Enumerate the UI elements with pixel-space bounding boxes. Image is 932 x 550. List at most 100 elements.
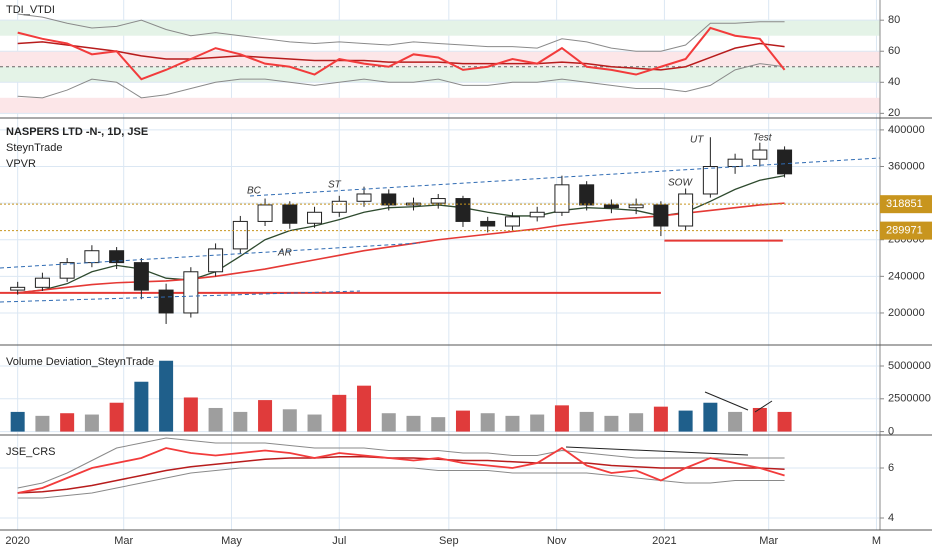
bar bbox=[431, 417, 446, 432]
bar bbox=[653, 406, 668, 432]
bar bbox=[307, 414, 322, 432]
y-tick-label: 60 bbox=[888, 45, 900, 57]
annotation: ST bbox=[328, 180, 342, 191]
pane-title: TDI_VTDI bbox=[6, 4, 55, 16]
y-tick-label: 360000 bbox=[888, 160, 925, 172]
candle-body bbox=[307, 211, 323, 224]
candle-body bbox=[529, 211, 545, 218]
x-tick-label: Sep bbox=[439, 535, 459, 547]
bar bbox=[233, 411, 248, 432]
channel-line bbox=[249, 157, 881, 197]
annotation: AR bbox=[277, 248, 292, 259]
candle-body bbox=[183, 271, 199, 314]
line-series bbox=[17, 437, 785, 489]
bar bbox=[728, 411, 743, 432]
bar bbox=[332, 394, 347, 432]
annotation: UT bbox=[690, 135, 704, 146]
annotation: SOW bbox=[668, 178, 693, 189]
candle-body bbox=[702, 166, 718, 195]
candle-body bbox=[504, 216, 520, 227]
candle-body bbox=[554, 184, 570, 213]
bar bbox=[406, 415, 421, 432]
x-tick-label: Jul bbox=[332, 535, 346, 547]
bar bbox=[60, 413, 75, 432]
bar bbox=[579, 411, 594, 432]
x-tick-label: Mar bbox=[114, 535, 133, 547]
candle-body bbox=[232, 220, 248, 250]
candle-body bbox=[10, 286, 26, 291]
line-series bbox=[17, 446, 785, 494]
bar bbox=[10, 411, 25, 432]
chart-title: NASPERS LTD -N-, 1D, JSE bbox=[6, 126, 148, 138]
line-series bbox=[17, 456, 785, 494]
candle-body bbox=[603, 204, 619, 209]
channel-line bbox=[0, 242, 421, 269]
price-tag-label: 318851 bbox=[886, 198, 923, 210]
bar bbox=[554, 405, 569, 432]
candle-body bbox=[84, 250, 100, 264]
pane-title: JSE_CRS bbox=[6, 446, 56, 458]
candle-body bbox=[727, 158, 743, 168]
bar bbox=[530, 414, 545, 432]
y-tick-label: 4 bbox=[888, 512, 894, 524]
bar bbox=[480, 413, 495, 432]
y-tick-label: 200000 bbox=[888, 307, 925, 319]
layer bbox=[0, 13, 880, 499]
band bbox=[0, 97, 880, 114]
bar bbox=[604, 415, 619, 432]
band bbox=[0, 66, 880, 83]
price-tag bbox=[880, 195, 932, 214]
indicator-name: VPVR bbox=[6, 158, 36, 170]
candle-body bbox=[653, 204, 669, 227]
candle-body bbox=[678, 193, 694, 227]
bar bbox=[455, 410, 470, 432]
bar bbox=[282, 409, 297, 432]
candle-body bbox=[455, 198, 471, 222]
arrow bbox=[565, 446, 749, 456]
arrow bbox=[704, 391, 749, 411]
band bbox=[0, 20, 880, 36]
candle-body bbox=[158, 289, 174, 314]
line-series bbox=[17, 13, 785, 52]
bar bbox=[777, 411, 792, 432]
bar bbox=[357, 385, 372, 432]
y-tick-label: 40 bbox=[888, 76, 900, 88]
candle-body bbox=[356, 193, 372, 202]
candle-body bbox=[282, 204, 298, 224]
bar bbox=[109, 402, 124, 432]
bar bbox=[505, 415, 520, 432]
bar bbox=[84, 414, 99, 432]
bar bbox=[208, 407, 223, 432]
candle-body bbox=[59, 262, 75, 279]
y-tick-label: 2500000 bbox=[888, 393, 931, 405]
candle-body bbox=[381, 193, 397, 206]
y-tick-label: 240000 bbox=[888, 270, 925, 282]
x-tick-label: Nov bbox=[547, 535, 567, 547]
x-tick-label: Mar bbox=[759, 535, 778, 547]
bar bbox=[159, 360, 174, 432]
bar bbox=[258, 400, 273, 432]
indicator-name: SteynTrade bbox=[6, 142, 62, 154]
candle-body bbox=[628, 204, 644, 209]
price-tag bbox=[880, 221, 932, 240]
y-tick-label: 400000 bbox=[888, 124, 925, 136]
x-tick-label: 2021 bbox=[652, 535, 676, 547]
bar bbox=[629, 413, 644, 432]
trend-lines bbox=[0, 157, 881, 456]
layer: TDI_VTDI NASPERS LTD -N-, 1D, JSE SteynT… bbox=[5, 4, 932, 547]
x-tick-label: May bbox=[221, 535, 242, 547]
y-tick-label: 6 bbox=[888, 462, 894, 474]
annotation: BC bbox=[247, 186, 262, 197]
y-tick-label: 0 bbox=[888, 425, 894, 437]
y-tick-label: 5000000 bbox=[888, 360, 931, 372]
candle-body bbox=[109, 250, 125, 264]
line-series bbox=[17, 467, 785, 499]
candle-body bbox=[208, 248, 224, 273]
candle-body bbox=[34, 277, 50, 288]
bar bbox=[752, 407, 767, 432]
arrow bbox=[754, 400, 773, 413]
price-tag-label: 289971 bbox=[886, 225, 923, 237]
line-series bbox=[17, 63, 785, 99]
bar bbox=[183, 397, 198, 432]
